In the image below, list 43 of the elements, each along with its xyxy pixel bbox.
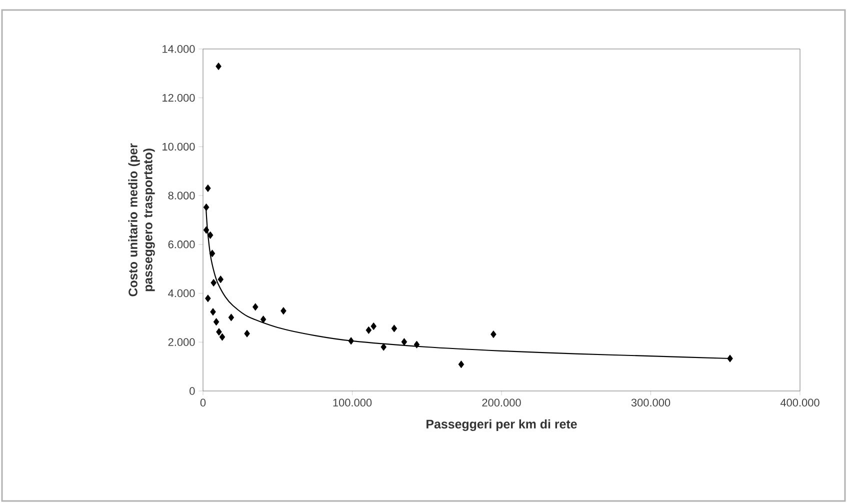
y-axis-title: Costo unitario medio (per passeggero trasportato) [128, 143, 155, 296]
y-tick-label: 10.000 [162, 142, 195, 151]
point [219, 333, 226, 341]
x-tick-label: 200.000 [482, 398, 521, 407]
point [244, 330, 250, 338]
point [260, 316, 266, 324]
point [205, 184, 211, 192]
point [401, 338, 408, 346]
x-tick-label: 100.000 [333, 398, 372, 407]
y-tick-label: 8.000 [168, 192, 195, 200]
point [370, 322, 376, 330]
x-axis-title: Passeggeri per km di rete [426, 419, 577, 432]
point [366, 326, 372, 334]
point [727, 354, 733, 362]
point [252, 303, 258, 311]
x-tick-label: 300.000 [631, 398, 670, 407]
y-tick-label: 12.000 [162, 94, 195, 102]
y-tick-label: 2.000 [168, 338, 195, 346]
point [380, 343, 386, 351]
point [414, 340, 420, 348]
x-tick-label: 400.000 [780, 398, 820, 407]
point [203, 203, 210, 212]
point [458, 360, 464, 368]
point [490, 330, 496, 338]
x-tick-label: 0 [200, 398, 206, 407]
point [205, 294, 211, 302]
point [207, 231, 214, 239]
point [391, 324, 398, 332]
point [216, 62, 222, 70]
y-tick-label: 0 [190, 387, 195, 395]
y-tick-label: 4.000 [168, 289, 195, 298]
point [228, 314, 234, 322]
y-tick-label: 6.000 [168, 240, 195, 248]
point [348, 337, 354, 345]
point [213, 318, 220, 326]
point [280, 307, 286, 315]
y-tick-label: 14.000 [162, 45, 195, 53]
point [216, 328, 222, 336]
point [209, 250, 216, 258]
point [218, 276, 224, 284]
point [210, 278, 217, 287]
point [203, 226, 210, 234]
point [210, 308, 216, 316]
